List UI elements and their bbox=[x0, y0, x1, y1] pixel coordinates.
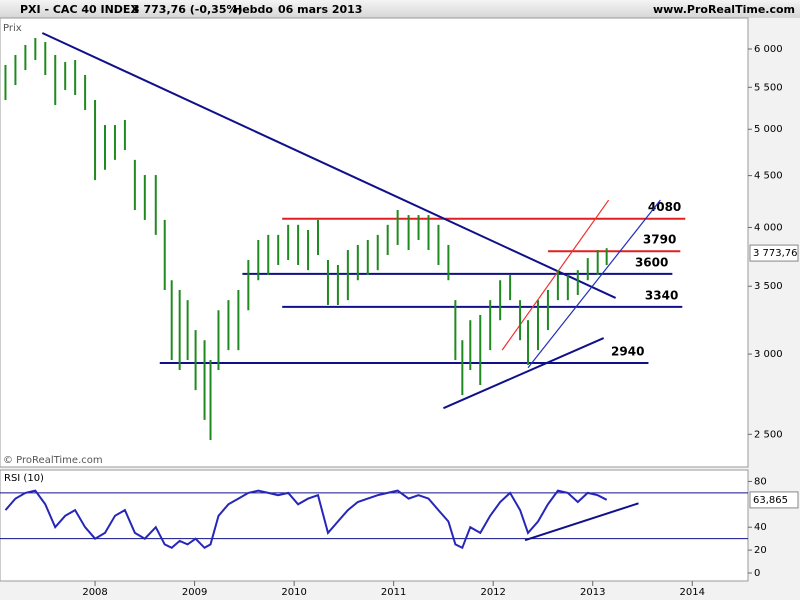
trend-line bbox=[41, 32, 617, 299]
level-label: 3600 bbox=[635, 255, 668, 269]
last-value-label: 63,865 bbox=[753, 495, 788, 506]
level-label: 4080 bbox=[648, 200, 681, 214]
last-value-label: 3 773,76 bbox=[753, 248, 798, 259]
quote: 3 773,76 (-0,35%) bbox=[132, 3, 243, 16]
y-tick-label: 80 bbox=[754, 476, 767, 487]
y-tick-label: 4 500 bbox=[754, 171, 783, 182]
trend-line bbox=[527, 199, 661, 369]
rsi-panel bbox=[0, 469, 749, 582]
period: Hebdo bbox=[233, 3, 273, 16]
y-tick-label: 3 000 bbox=[754, 349, 783, 360]
y-tick-label: 40 bbox=[754, 522, 767, 533]
price-panel bbox=[0, 17, 749, 468]
x-tick-label: 2013 bbox=[580, 587, 605, 598]
y-tick-label: 5 500 bbox=[754, 82, 783, 93]
y-tick-label: 2 500 bbox=[754, 429, 783, 440]
level-label: 2940 bbox=[611, 344, 644, 358]
rsi-line bbox=[4, 489, 608, 550]
rsi-title: RSI (10) bbox=[4, 473, 44, 484]
last-value-box bbox=[749, 244, 799, 262]
x-tick-label: 2014 bbox=[680, 587, 705, 598]
level-label: 3340 bbox=[645, 288, 678, 302]
trend-line bbox=[524, 502, 639, 542]
x-tick-label: 2010 bbox=[281, 587, 306, 598]
header-bar bbox=[0, 0, 800, 18]
y-tick-label: 6 000 bbox=[754, 44, 783, 55]
x-tick-label: 2011 bbox=[381, 587, 406, 598]
date: 06 mars 2013 bbox=[278, 3, 362, 16]
y-tick-label: 3 500 bbox=[754, 281, 783, 292]
site: www.ProRealTime.com bbox=[653, 3, 795, 16]
x-tick-label: 2008 bbox=[82, 587, 107, 598]
x-tick-label: 2012 bbox=[480, 587, 505, 598]
y-tick-label: 20 bbox=[754, 545, 767, 556]
symbol: PXI - CAC 40 INDEX bbox=[20, 3, 139, 16]
level-label: 3790 bbox=[643, 233, 676, 247]
y-tick-label: 5 000 bbox=[754, 124, 783, 135]
y-tick-label: 4 000 bbox=[754, 222, 783, 233]
credit: © ProRealTime.com bbox=[3, 455, 103, 466]
last-value-box bbox=[749, 491, 799, 509]
y-tick-label: 0 bbox=[754, 568, 760, 579]
x-tick-label: 2009 bbox=[182, 587, 207, 598]
axis-title: Prix bbox=[3, 23, 22, 34]
trend-line bbox=[443, 337, 605, 410]
